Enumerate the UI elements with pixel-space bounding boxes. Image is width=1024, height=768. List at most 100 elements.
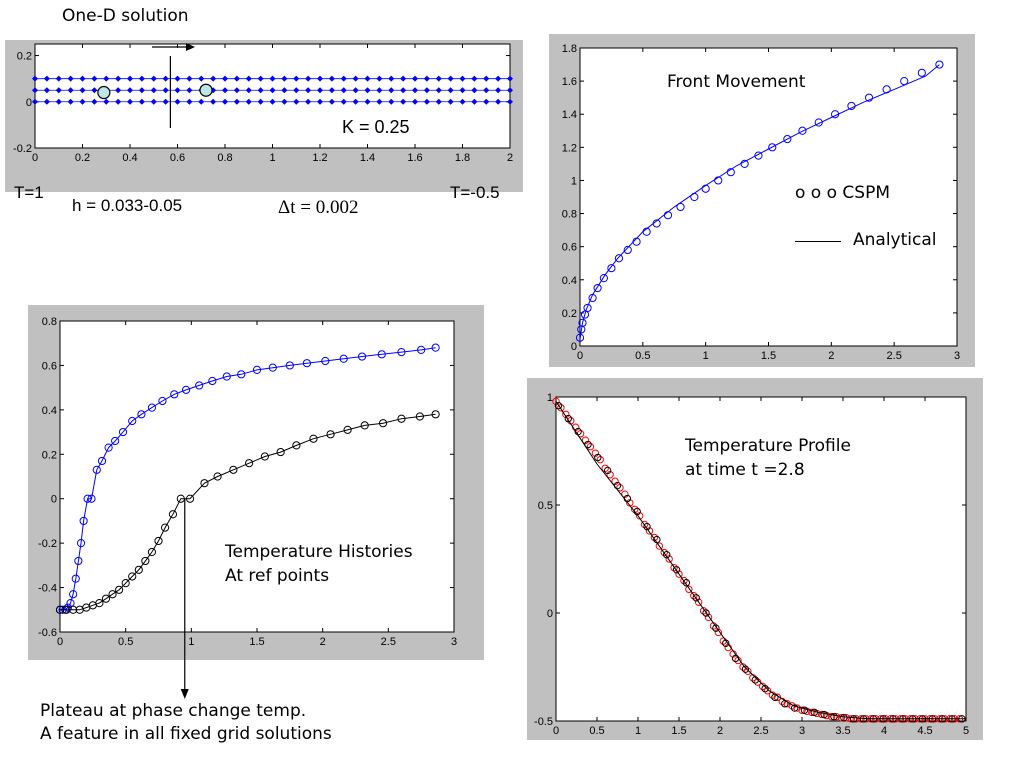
hist-point	[168, 510, 178, 519]
grid-point	[388, 98, 395, 105]
grid-point	[293, 75, 300, 82]
hist-point	[115, 585, 124, 594]
grid-point	[483, 87, 490, 94]
grid-point	[471, 87, 478, 94]
grid-point	[483, 98, 490, 105]
grid-point	[55, 98, 62, 105]
hist-point	[185, 494, 195, 503]
hist-point	[181, 385, 191, 394]
grid-point	[257, 75, 264, 82]
grid-point	[257, 87, 264, 94]
t-right-label: T=-0.5	[450, 183, 500, 202]
profile-point	[680, 576, 688, 585]
front-point	[864, 93, 874, 102]
front-point	[783, 134, 792, 144]
grid-xtick-label: 0.4	[122, 152, 137, 164]
grid-point	[495, 87, 502, 94]
hist-point	[104, 443, 113, 452]
hist-point	[74, 556, 83, 566]
grid-point	[305, 75, 312, 82]
grid-point	[67, 98, 74, 105]
hist-ytick-label: -0.2	[38, 538, 57, 550]
grid-point	[79, 75, 86, 82]
grid-point	[127, 98, 133, 105]
hist-title-line2: At ref points	[225, 566, 330, 586]
front-ytick-label: 1.8	[562, 43, 577, 55]
grid-point	[352, 98, 359, 105]
profile-point	[800, 706, 809, 714]
profile-point	[554, 401, 563, 410]
profile-point	[761, 684, 769, 693]
front-ytick-label: 1.6	[562, 76, 577, 88]
grid-point	[67, 87, 74, 94]
hist-point	[128, 572, 137, 581]
hist-point	[200, 479, 209, 488]
grid-point	[400, 75, 407, 82]
grid-plot-area	[34, 43, 511, 149]
grid-xtick-label: 1.2	[312, 152, 327, 164]
grid-point	[115, 87, 122, 94]
hist-point	[237, 370, 246, 379]
hist-point	[62, 605, 71, 614]
grid-point	[471, 75, 478, 82]
grid-point	[43, 75, 50, 82]
profile-point	[744, 667, 752, 676]
grid-point	[210, 98, 217, 105]
front-point	[578, 318, 587, 327]
hist-point	[417, 345, 426, 354]
grid-point	[103, 98, 110, 105]
grid-point	[174, 98, 181, 105]
profile-point	[739, 663, 747, 671]
grid-ytick-label: -0.2	[13, 143, 32, 155]
grid-point	[186, 98, 193, 105]
front-xtick-label: 2.5	[887, 350, 902, 362]
grid-point	[352, 75, 359, 82]
grid-point	[150, 98, 157, 105]
grid-point	[364, 87, 371, 94]
hist-ytick-label: 0.4	[42, 405, 57, 417]
front-point	[599, 274, 608, 283]
front-point	[593, 283, 602, 293]
grid-point	[91, 75, 98, 82]
grid-point	[67, 75, 74, 82]
hist-point	[245, 459, 254, 468]
profile-point	[621, 490, 629, 498]
grid-point	[138, 87, 145, 94]
profile-ytick-label: 0	[547, 608, 553, 620]
profile-point	[699, 607, 708, 615]
hist-point	[222, 372, 231, 381]
profile-point	[581, 436, 590, 444]
profile-point	[675, 570, 683, 578]
hist-point	[268, 363, 277, 372]
profile-point	[650, 533, 659, 542]
hist-xtick-label: 0.5	[118, 636, 133, 648]
hist-point	[141, 556, 150, 566]
profile-point	[616, 484, 624, 492]
grid-point	[245, 98, 252, 105]
hist-point	[339, 354, 348, 363]
grid-point	[32, 98, 38, 105]
profile-point	[817, 710, 826, 719]
hist-xtick-label: 2	[320, 636, 326, 648]
front-xtick-label: 0	[577, 350, 583, 362]
grid-point	[388, 75, 395, 82]
grid-point	[32, 87, 38, 94]
profile-point	[690, 592, 698, 600]
profile-point	[685, 585, 693, 593]
grid-point	[115, 98, 122, 105]
front-xtick-label: 0.5	[635, 350, 650, 362]
hist-point	[321, 356, 330, 366]
front-ytick-label: 0.2	[562, 308, 577, 320]
hist-point	[431, 343, 440, 352]
profile-xtick-label: 1.5	[671, 725, 686, 737]
analytical-legend-line	[795, 241, 841, 242]
grid-point	[495, 98, 502, 105]
grid-point	[233, 75, 240, 82]
profile-point	[808, 708, 816, 717]
grid-point	[174, 75, 181, 82]
front-point	[814, 118, 823, 127]
hist-point	[397, 348, 406, 357]
front-ytick-label: 1.4	[562, 109, 577, 121]
